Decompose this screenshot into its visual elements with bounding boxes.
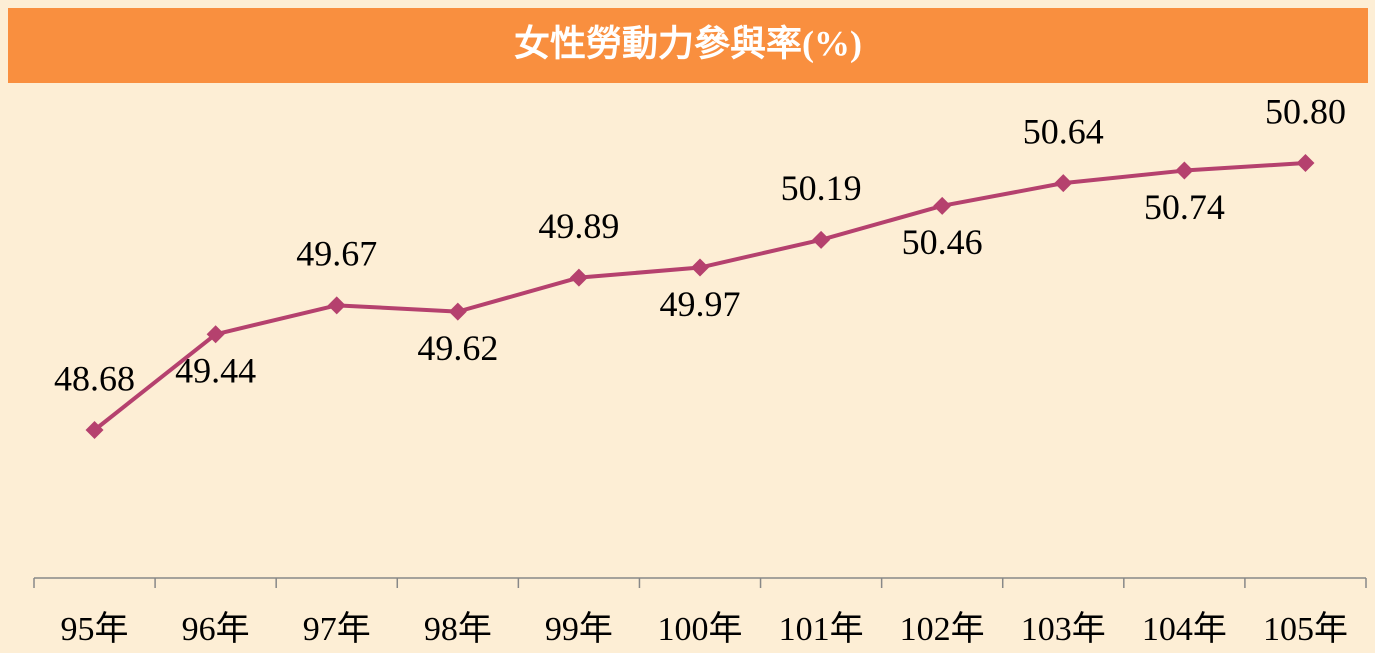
data-point bbox=[1054, 174, 1073, 193]
x-tick-label: 97年 bbox=[303, 610, 371, 648]
data-point bbox=[691, 258, 709, 277]
data-label: 50.64 bbox=[1023, 111, 1104, 151]
data-point bbox=[206, 325, 225, 344]
data-point bbox=[1175, 161, 1194, 180]
x-tick-label: 96年 bbox=[182, 610, 250, 648]
data-label: 49.62 bbox=[417, 328, 498, 368]
chart-title: 女性勞動力參與率(%) bbox=[514, 23, 862, 63]
data-label: 50.80 bbox=[1265, 91, 1346, 131]
data-label: 49.89 bbox=[538, 206, 619, 246]
data-point bbox=[812, 230, 831, 249]
data-point bbox=[933, 196, 952, 215]
data-point bbox=[448, 302, 467, 321]
x-tick-label: 99年 bbox=[545, 610, 613, 648]
x-tick-label: 104年 bbox=[1142, 610, 1227, 648]
x-tick-label: 102年 bbox=[900, 610, 985, 648]
data-label: 49.67 bbox=[296, 234, 377, 274]
data-point bbox=[569, 268, 588, 287]
x-tick-label: 95年 bbox=[61, 610, 129, 648]
data-point bbox=[327, 296, 346, 315]
data-label: 50.74 bbox=[1144, 187, 1225, 227]
data-point bbox=[85, 421, 104, 439]
data-label: 49.97 bbox=[660, 284, 741, 324]
data-label: 50.46 bbox=[902, 222, 983, 262]
x-tick-label: 100年 bbox=[658, 610, 743, 648]
title-bar bbox=[8, 8, 1368, 83]
data-label: 48.68 bbox=[54, 358, 135, 398]
data-label: 50.19 bbox=[781, 168, 862, 208]
x-tick-label: 105年 bbox=[1263, 610, 1348, 648]
data-label: 49.44 bbox=[175, 351, 256, 391]
x-tick-label: 101年 bbox=[779, 610, 864, 648]
x-tick-label: 103年 bbox=[1021, 610, 1106, 648]
data-point bbox=[1296, 154, 1315, 172]
x-tick-label: 98年 bbox=[424, 610, 492, 648]
